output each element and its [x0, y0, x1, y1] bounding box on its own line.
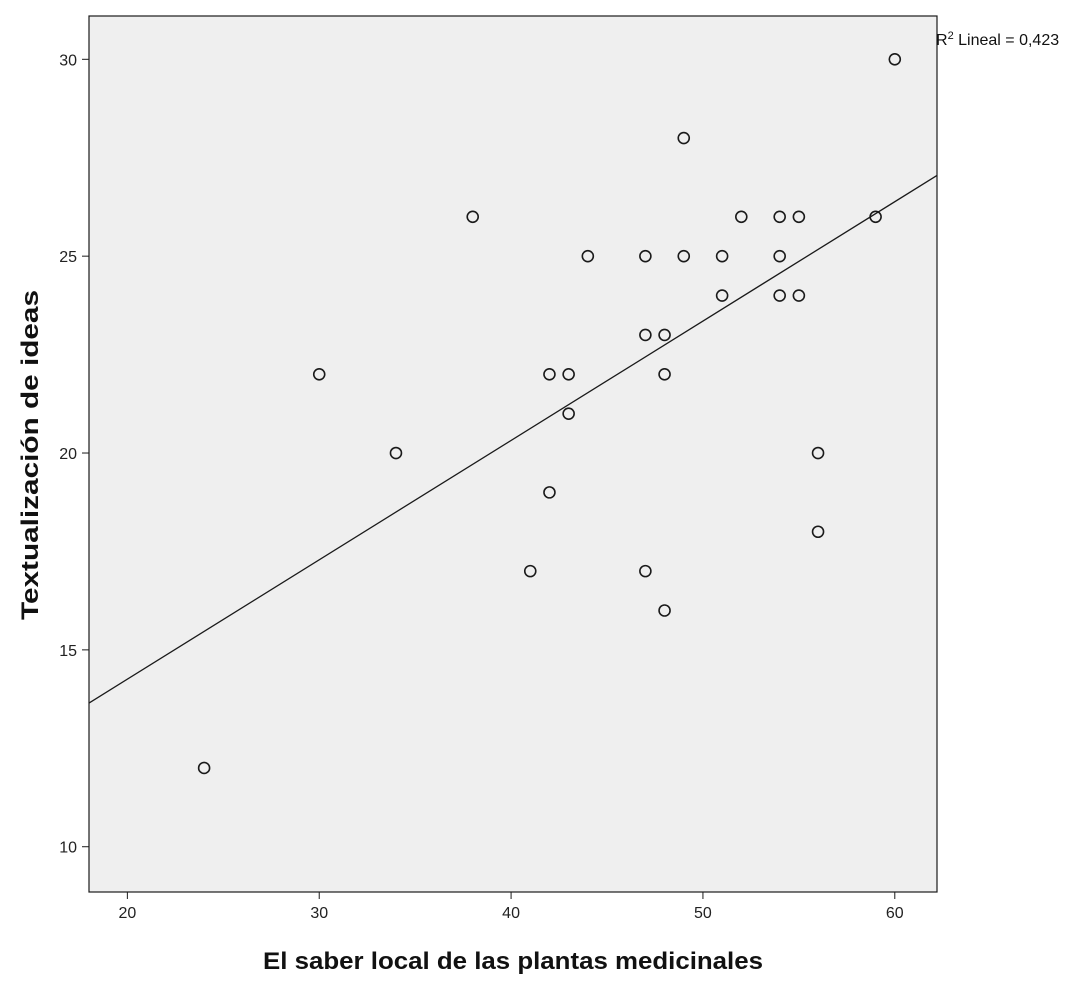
data-point	[715, 289, 729, 302]
data-point	[389, 446, 403, 460]
data-point	[312, 367, 326, 381]
data-point	[811, 446, 825, 460]
y-tick-label: 15	[59, 643, 77, 660]
y-tick-label: 20	[59, 446, 77, 463]
data-point	[869, 210, 882, 224]
data-point	[773, 210, 786, 224]
data-point	[792, 210, 806, 224]
data-point	[677, 131, 691, 145]
x-axis-ticks: 20 30 40 50 60	[118, 892, 904, 922]
data-point	[639, 564, 652, 578]
data-point	[792, 289, 806, 302]
x-tick-label: 50	[694, 905, 712, 922]
data-point	[888, 53, 902, 66]
plot-area	[88, 15, 938, 893]
data-point	[562, 407, 575, 420]
data-point	[658, 604, 671, 617]
linear-fit-line	[88, 174, 938, 704]
data-point	[658, 367, 671, 381]
y-tick-label: 25	[59, 249, 77, 266]
data-points	[197, 53, 902, 775]
data-point	[658, 328, 671, 342]
data-point	[543, 367, 556, 381]
data-point	[773, 249, 786, 263]
data-point	[677, 249, 691, 263]
x-tick-label: 20	[118, 905, 136, 922]
y-tick-label: 30	[59, 52, 77, 69]
data-point	[773, 289, 786, 302]
y-tick-label: 10	[59, 840, 77, 857]
data-point	[466, 210, 480, 224]
x-tick-label: 40	[502, 905, 520, 922]
x-axis-title: El saber local de las plantas medicinale…	[263, 948, 763, 975]
data-point	[523, 564, 537, 578]
x-tick-label: 30	[310, 905, 328, 922]
x-tick-label: 60	[886, 905, 904, 922]
data-point	[581, 249, 595, 263]
data-point	[735, 210, 748, 224]
data-point	[811, 525, 825, 539]
data-point	[197, 761, 211, 775]
r-squared-annotation: R2 Lineal = 0,423	[936, 30, 1059, 49]
data-point	[639, 249, 652, 263]
y-axis-ticks: 10 15 20 25 30	[59, 52, 89, 857]
data-point	[639, 328, 652, 342]
data-point	[562, 367, 575, 381]
data-point	[715, 249, 729, 263]
data-point	[543, 486, 556, 499]
y-axis-title: Textualización de ideas	[17, 290, 44, 620]
